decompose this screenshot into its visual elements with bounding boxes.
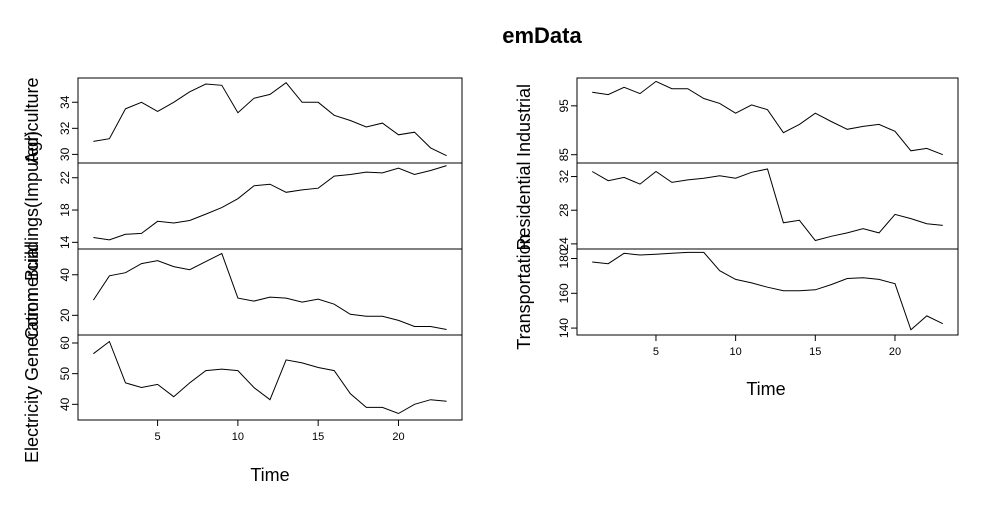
panel-label: Commercial bbox=[22, 244, 42, 340]
panel-frame bbox=[576, 248, 959, 336]
y-tick-label: 18 bbox=[58, 203, 72, 217]
panel-frame bbox=[77, 162, 463, 250]
panel-label: Buildings(Imputed) bbox=[22, 131, 42, 281]
panel-commercial: 20 40 Commercial bbox=[22, 244, 463, 340]
panel-frame bbox=[77, 334, 463, 421]
panel-frame bbox=[77, 248, 463, 336]
panel-label: Residential bbox=[514, 161, 534, 250]
panels: 30 32 34 Agriculture 14 18 22 Buildings(Imputed… bbox=[22, 77, 959, 463]
series-line bbox=[592, 251, 944, 331]
y-tick-label: 32 bbox=[557, 170, 571, 184]
x-tick-label: 15 bbox=[312, 431, 324, 443]
panel-label: Industrial bbox=[514, 84, 534, 157]
panel-frame bbox=[576, 162, 959, 250]
y-tick-label: 24 bbox=[557, 237, 571, 251]
panel-industrial: 85 95 Industrial bbox=[514, 77, 959, 164]
x-tick-label: 20 bbox=[889, 346, 901, 358]
y-tick-label: 160 bbox=[557, 283, 571, 303]
series-line bbox=[92, 252, 447, 330]
y-tick-label: 20 bbox=[58, 308, 72, 322]
y-tick-label: 50 bbox=[58, 367, 72, 381]
panel-residential: 24 28 32 Residential bbox=[514, 161, 959, 251]
x-tick-label: 10 bbox=[232, 431, 244, 443]
y-tick-label: 28 bbox=[557, 203, 571, 217]
series-line bbox=[592, 80, 943, 156]
y-tick-label: 22 bbox=[58, 171, 72, 185]
chart-title: emData bbox=[502, 23, 582, 48]
y-tick-label: 40 bbox=[58, 397, 72, 411]
x-axis-label: Time bbox=[746, 379, 785, 399]
panel-label: Transportation bbox=[514, 234, 534, 349]
series-line bbox=[93, 340, 447, 415]
panel-agriculture: 30 32 34 Agriculture bbox=[22, 77, 463, 164]
series-line bbox=[93, 82, 447, 157]
panel-label: Agriculture bbox=[22, 77, 42, 163]
panel-label: Electricity Generation bbox=[22, 292, 42, 463]
y-tick-label: 95 bbox=[557, 99, 571, 113]
y-tick-label: 140 bbox=[557, 318, 571, 338]
y-tick-label: 32 bbox=[58, 121, 72, 135]
panel-buildings-imputed: 14 18 22 Buildings(Imputed) bbox=[22, 131, 463, 281]
y-tick-label: 180 bbox=[557, 248, 571, 268]
panel-transportation: 140 160 180 Transportation 5 10 15 20 bbox=[514, 234, 959, 358]
x-tick-label: 5 bbox=[653, 346, 659, 358]
x-tick-label: 15 bbox=[809, 346, 821, 358]
y-tick-label: 30 bbox=[58, 147, 72, 161]
series-line bbox=[93, 165, 447, 241]
panel-electricity-generation: 40 50 60 Electricity Generation 5 10 15 20 bbox=[22, 292, 463, 463]
x-tick-label: 10 bbox=[730, 346, 742, 358]
x-axis-label: Time bbox=[250, 465, 289, 485]
y-tick-label: 14 bbox=[58, 235, 72, 249]
y-tick-label: 60 bbox=[58, 336, 72, 350]
series-line bbox=[591, 168, 943, 242]
panel-frame bbox=[77, 77, 463, 164]
y-tick-label: 85 bbox=[557, 148, 571, 162]
y-tick-label: 34 bbox=[58, 95, 72, 109]
x-tick-label: 20 bbox=[392, 431, 404, 443]
x-tick-label: 5 bbox=[155, 431, 161, 443]
y-tick-label: 40 bbox=[58, 268, 72, 282]
